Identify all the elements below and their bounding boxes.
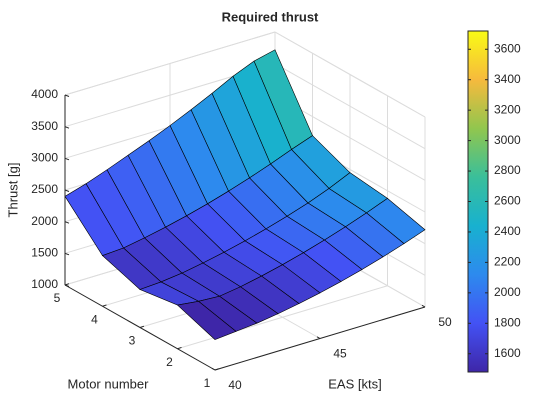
- y-tick-label: 4: [91, 312, 98, 326]
- surface: [64, 49, 426, 340]
- colorbar-tick-label: 3400: [494, 72, 521, 86]
- x-tick-label: 50: [438, 315, 452, 329]
- x-tick-label: 40: [228, 378, 242, 392]
- y-tick: [214, 368, 220, 371]
- z-tick-label: 1000: [31, 277, 58, 291]
- y-tick: [102, 304, 107, 307]
- colorbar-tick-label: 2400: [494, 224, 521, 238]
- x-tick: [211, 367, 216, 371]
- box-edge: [64, 31, 276, 96]
- z-tick-label: 3500: [31, 119, 58, 133]
- z-tick: [64, 126, 70, 129]
- colorbar-tick-label: 2000: [494, 285, 521, 299]
- colorbar-tick-label: 2600: [494, 194, 521, 208]
- colorbar: 1600 1800 2000 2200 2400 2600 2800 3000 3200 3400…: [467, 30, 521, 373]
- y-tick: [177, 346, 182, 350]
- colorbar-tick-label: 3000: [494, 133, 521, 147]
- z-tick: [64, 157, 70, 161]
- box-edge: [274, 31, 426, 118]
- y-axis-label: Motor number: [68, 376, 150, 391]
- z-tick-label: 2500: [31, 182, 58, 196]
- y-tick-label: 1: [204, 376, 211, 390]
- grid-line: [177, 285, 388, 350]
- surface-facet: [176, 300, 237, 340]
- x-tick-label: 45: [333, 347, 347, 361]
- z-tick: [64, 189, 70, 192]
- colorbar-tick-label: 2800: [494, 163, 521, 177]
- y-tick: [139, 325, 145, 328]
- y-tick-label: 5: [54, 291, 61, 305]
- colorbar-tick-label: 3200: [494, 102, 521, 116]
- z-tick-label: 4000: [31, 87, 58, 101]
- x-tick: [421, 304, 426, 308]
- z-tick: [64, 221, 70, 224]
- y-tick-label: 2: [166, 355, 173, 369]
- colorbar-tick-label: 2200: [494, 255, 521, 269]
- z-tick: [64, 252, 70, 256]
- grid-line: [274, 63, 426, 150]
- colorbar-tick-label: 1600: [494, 346, 521, 360]
- z-axis-label: Thrust [g]: [5, 163, 20, 218]
- z-tick-label: 2000: [31, 214, 58, 228]
- x-tick: [316, 336, 321, 339]
- y-tick: [64, 283, 70, 286]
- z-tick: [64, 94, 70, 97]
- z-tick-label: 3000: [31, 151, 58, 165]
- colorbar-tick-label: 3600: [494, 41, 521, 55]
- y-tick-label: 3: [129, 334, 136, 348]
- chart-title: Required thrust: [222, 9, 319, 24]
- colorbar-tick-label: 1800: [494, 315, 521, 329]
- z-tick-label: 1500: [31, 246, 58, 260]
- x-axis-label: EAS [kts]: [328, 376, 381, 391]
